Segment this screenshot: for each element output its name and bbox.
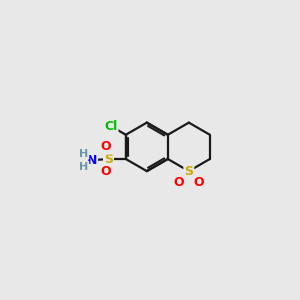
Text: O: O	[101, 164, 112, 178]
Text: O: O	[101, 140, 112, 154]
Text: N: N	[87, 154, 97, 167]
Text: O: O	[193, 176, 204, 189]
Text: O: O	[174, 176, 184, 189]
Text: S: S	[184, 165, 193, 178]
Text: Cl: Cl	[104, 120, 117, 133]
Text: H: H	[79, 162, 88, 172]
Text: S: S	[104, 152, 113, 166]
Text: H: H	[79, 149, 88, 159]
